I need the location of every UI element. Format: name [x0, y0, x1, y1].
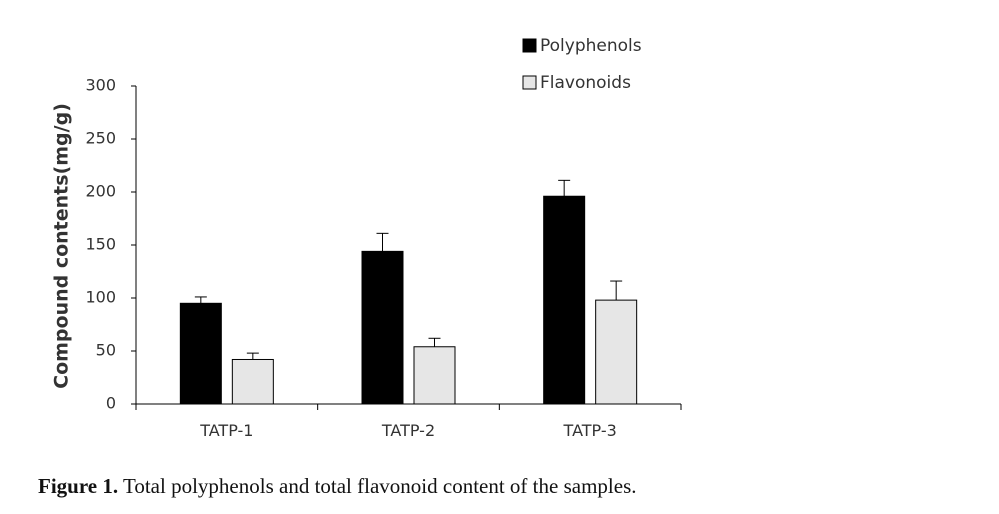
- bar-chart: 0 50 100 150 200 250 300 TATP-1 TATP-2 TATP-3 Po…: [51, 36, 682, 440]
- y-tick-label: 50: [96, 341, 116, 360]
- legend-swatch-flavonoids: [522, 75, 537, 90]
- y-axis: 0 50 100 150 200 250 300: [85, 76, 137, 413]
- x-axis: TATP-1 TATP-2 TATP-3: [135, 403, 682, 440]
- bar-flavonoids: [231, 358, 274, 405]
- x-category-label: TATP-1: [199, 421, 253, 440]
- figure-caption-label: Figure 1.: [38, 474, 119, 498]
- figure-caption: Figure 1. Total polyphenols and total fl…: [38, 474, 637, 499]
- figure-caption-text: Total polyphenols and total flavonoid co…: [122, 474, 637, 498]
- legend-label-flavonoids: Flavonoids: [540, 73, 631, 93]
- y-axis-title: Compound contents(mg/g): [51, 103, 73, 389]
- legend-swatch-polyphenols: [522, 38, 537, 53]
- legend-label-polyphenols: Polyphenols: [540, 36, 642, 56]
- bar-polyphenols: [543, 195, 586, 405]
- y-tick-label: 0: [106, 394, 116, 413]
- y-tick-label: 250: [85, 129, 116, 148]
- x-category-label: TATP-2: [381, 421, 435, 440]
- bar-flavonoids: [595, 299, 638, 405]
- bar-flavonoids: [413, 346, 456, 405]
- bar-polyphenols: [361, 250, 404, 405]
- x-category-label: TATP-3: [563, 421, 617, 440]
- y-tick-label: 150: [85, 235, 116, 254]
- y-tick-label: 300: [85, 76, 116, 95]
- y-tick-label: 200: [85, 182, 116, 201]
- y-tick-label: 100: [85, 288, 116, 307]
- legend: Polyphenols Flavonoids: [522, 36, 642, 93]
- bar-polyphenols: [179, 302, 222, 405]
- bars: [179, 179, 638, 405]
